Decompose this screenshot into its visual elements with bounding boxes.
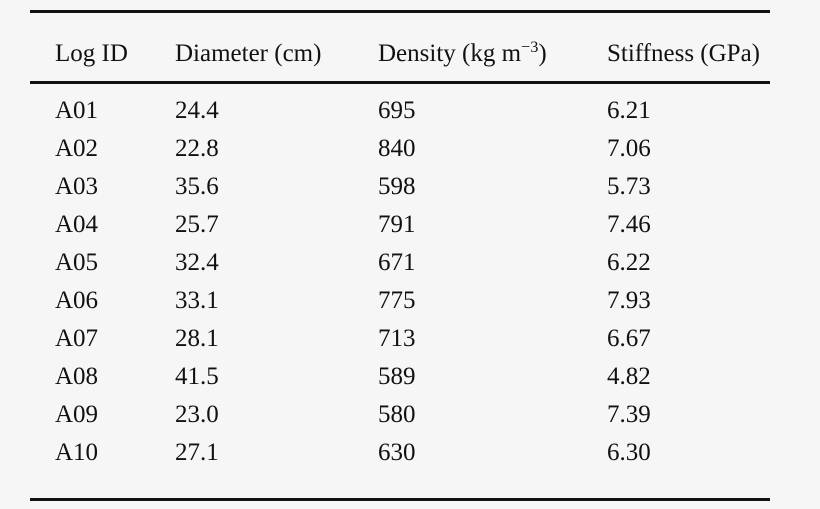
cell-log-id: A09 (55, 400, 99, 428)
table-row: A01 24.4 695 6.21 (30, 92, 770, 130)
cell-density: 580 (378, 400, 416, 428)
column-header-stiffness: Stiffness (GPa) (607, 40, 761, 68)
cell-density: 713 (378, 324, 416, 352)
cell-stiffness: 6.30 (607, 438, 651, 466)
cell-diameter: 27.1 (175, 438, 219, 466)
cell-diameter: 33.1 (175, 286, 219, 314)
cell-diameter: 23.0 (175, 400, 219, 428)
table-header-rule (30, 81, 770, 84)
cell-stiffness: 7.06 (607, 134, 651, 162)
column-header-diameter: Diameter (cm) (175, 40, 322, 68)
cell-diameter: 41.5 (175, 362, 219, 390)
table-row: A09 23.0 580 7.39 (30, 396, 770, 434)
cell-log-id: A10 (55, 438, 99, 466)
cell-density: 589 (378, 362, 416, 390)
cell-diameter: 35.6 (175, 172, 219, 200)
table-row: A08 41.5 589 4.82 (30, 358, 770, 396)
table-row: A06 33.1 775 7.93 (30, 282, 770, 320)
cell-log-id: A03 (55, 172, 99, 200)
cell-log-id: A06 (55, 286, 99, 314)
cell-density: 671 (378, 248, 416, 276)
table-top-rule (30, 10, 770, 13)
cell-density: 598 (378, 172, 416, 200)
cell-density: 840 (378, 134, 416, 162)
cell-log-id: A08 (55, 362, 99, 390)
cell-diameter: 32.4 (175, 248, 219, 276)
column-header-density: Density (kg m−3) (378, 38, 607, 69)
table-row: A04 25.7 791 7.46 (30, 206, 770, 244)
cell-density: 695 (378, 96, 416, 124)
cell-stiffness: 5.73 (607, 172, 651, 200)
column-header-log-id: Log ID (55, 40, 128, 68)
table-row: A05 32.4 671 6.22 (30, 244, 770, 282)
cell-log-id: A04 (55, 210, 99, 238)
table-header-row: Log ID Diameter (cm) Density (kg m−3) St… (30, 13, 770, 81)
cell-stiffness: 7.39 (607, 400, 651, 428)
cell-log-id: A05 (55, 248, 99, 276)
cell-stiffness: 7.93 (607, 286, 651, 314)
cell-diameter: 24.4 (175, 96, 219, 124)
table-row: A03 35.6 598 5.73 (30, 168, 770, 206)
table-row: A02 22.8 840 7.06 (30, 130, 770, 168)
cell-stiffness: 6.67 (607, 324, 651, 352)
cell-diameter: 22.8 (175, 134, 219, 162)
cell-log-id: A02 (55, 134, 99, 162)
density-exponent-superscript: −3 (521, 38, 539, 57)
cell-stiffness: 6.21 (607, 96, 651, 124)
cell-density: 630 (378, 438, 416, 466)
cell-diameter: 28.1 (175, 324, 219, 352)
table-bottom-rule (30, 498, 770, 501)
cell-log-id: A07 (55, 324, 99, 352)
cell-density: 775 (378, 286, 416, 314)
density-header-prefix: Density (kg m (378, 40, 522, 68)
cell-log-id: A01 (55, 96, 99, 124)
cell-density: 791 (378, 210, 416, 238)
cell-stiffness: 7.46 (607, 210, 651, 238)
table-row: A07 28.1 713 6.67 (30, 320, 770, 358)
cell-stiffness: 4.82 (607, 362, 651, 390)
cell-stiffness: 6.22 (607, 248, 651, 276)
table-row: A10 27.1 630 6.30 (30, 434, 770, 472)
cell-diameter: 25.7 (175, 210, 219, 238)
log-properties-table: Log ID Diameter (cm) Density (kg m−3) St… (30, 10, 770, 501)
density-header-suffix: ) (538, 40, 547, 68)
table-body: A01 24.4 695 6.21 A02 22.8 840 7.06 A03 … (30, 84, 770, 498)
